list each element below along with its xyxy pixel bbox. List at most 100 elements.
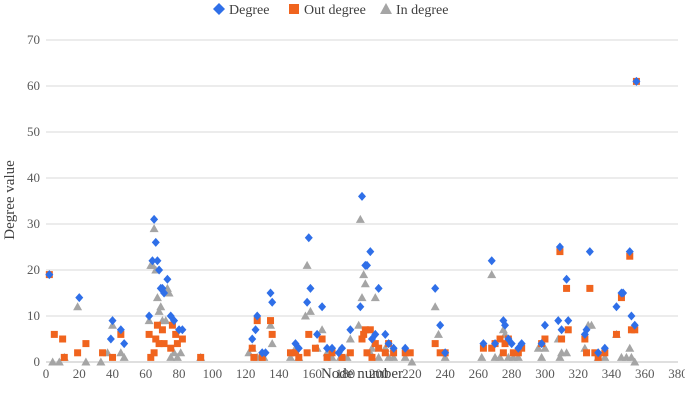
out-degree-point	[291, 349, 299, 357]
degree-point	[491, 339, 500, 349]
in-degree-point	[359, 270, 369, 279]
out-degree-point	[371, 340, 379, 348]
in-degree-point	[555, 352, 565, 361]
degree-point	[554, 316, 563, 326]
in-degree-point	[400, 352, 410, 361]
degree-point	[148, 256, 157, 266]
degree-point	[248, 334, 257, 344]
in-degree-point	[537, 352, 547, 361]
legend-marker-out-degree	[289, 4, 299, 14]
x-tick-label: 20	[73, 366, 86, 381]
in-degree-point	[266, 320, 276, 329]
x-tick-label: 160	[302, 366, 322, 381]
in-degree-point	[430, 302, 440, 311]
in-degree-point	[156, 302, 166, 311]
in-degree-point	[354, 320, 364, 329]
out-degree-point	[501, 340, 509, 348]
in-degree-point	[540, 343, 550, 352]
degree-point	[45, 270, 54, 280]
out-degree-point	[583, 349, 591, 357]
out-degree-point	[167, 344, 175, 352]
x-tick-label: 140	[269, 366, 289, 381]
in-degree-point	[487, 270, 497, 279]
out-degree-point	[594, 353, 602, 361]
in-degree-point	[477, 352, 487, 361]
y-tick-label: 30	[27, 216, 40, 231]
x-tick-label: 360	[635, 366, 655, 381]
degree-point	[585, 247, 594, 257]
x-tick-label: 220	[402, 366, 422, 381]
out-degree-point	[305, 330, 313, 338]
degree-point	[431, 283, 440, 293]
in-degree-point	[96, 357, 106, 366]
degree-point	[501, 320, 510, 330]
out-degree-point	[178, 335, 186, 343]
out-degree-point	[363, 349, 371, 357]
degree-point	[163, 274, 172, 284]
out-degree-point	[117, 330, 125, 338]
out-degree-point	[563, 284, 571, 292]
degree-point	[145, 311, 154, 321]
degree-point	[562, 274, 571, 284]
y-axis-ticks: 0 10 20 30 40 50 60 70	[27, 32, 40, 369]
in-degree-point	[317, 325, 327, 334]
in-degree-point	[562, 348, 572, 357]
degree-point	[338, 343, 347, 353]
degree-point	[381, 329, 390, 339]
y-axis-title: Degree value	[2, 160, 18, 240]
out-degree-point	[155, 340, 163, 348]
x-tick-label: 120	[236, 366, 256, 381]
degree-point	[384, 339, 393, 349]
out-degree-point	[147, 353, 155, 361]
x-axis-ticks: 0 20 40 60 80 100 120 140 160 180 200 220 240 260 280 3…	[43, 366, 685, 381]
out-degree-point	[267, 317, 275, 325]
degree-point	[303, 297, 312, 307]
in-degree-point	[267, 339, 277, 348]
degree-point	[304, 233, 313, 243]
degree-point	[625, 247, 634, 257]
x-tick-label: 240	[435, 366, 455, 381]
degree-point	[504, 334, 513, 344]
y-tick-label: 0	[34, 354, 41, 369]
out-degree-point	[488, 344, 496, 352]
out-degree-point	[360, 330, 368, 338]
degree-point	[155, 265, 164, 275]
degree-point	[75, 293, 84, 303]
out-degree-point	[250, 353, 258, 361]
degree-point	[371, 329, 380, 339]
out-degree-point	[286, 349, 294, 357]
in-degree-point	[172, 352, 182, 361]
out-degree-point	[253, 317, 261, 325]
out-degree-point	[617, 294, 625, 302]
degree-point	[261, 348, 270, 358]
out-degree-point	[173, 340, 181, 348]
degree-point	[555, 242, 564, 252]
degree-point	[313, 329, 322, 339]
y-tick-label: 60	[27, 78, 40, 93]
degree-point	[557, 325, 566, 335]
in-degree-point	[119, 352, 129, 361]
out-degree-point	[160, 340, 168, 348]
out-degree-point	[390, 349, 398, 357]
out-degree-point	[323, 353, 331, 361]
in-degree-point	[149, 224, 159, 233]
in-degree-point	[166, 352, 176, 361]
out-degree-point	[99, 349, 107, 357]
x-tick-label: 0	[43, 366, 50, 381]
x-tick-label: 60	[139, 366, 152, 381]
y-tick-label: 20	[27, 262, 40, 277]
degree-point	[151, 237, 160, 247]
out-degree-point	[479, 344, 487, 352]
x-tick-label: 300	[535, 366, 555, 381]
legend: Degree Out degree In degree	[213, 3, 448, 18]
degree-point	[540, 320, 549, 330]
legend-marker-degree	[213, 3, 225, 15]
degree-point	[582, 325, 591, 335]
in-degree-point	[116, 348, 126, 357]
out-degree-point	[431, 340, 439, 348]
degree-point	[346, 325, 355, 335]
out-degree-point	[158, 326, 166, 334]
in-degree-point	[164, 288, 174, 297]
degree-point	[564, 316, 573, 326]
y-tick-label: 10	[27, 308, 40, 323]
